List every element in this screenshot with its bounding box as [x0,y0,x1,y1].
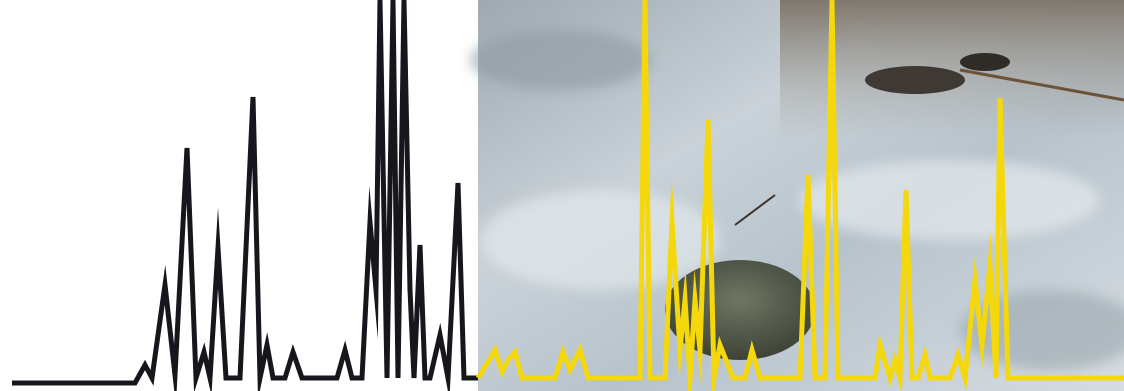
black-line [12,0,478,391]
yellow-line [475,0,1124,391]
photo-panel [470,0,1124,391]
